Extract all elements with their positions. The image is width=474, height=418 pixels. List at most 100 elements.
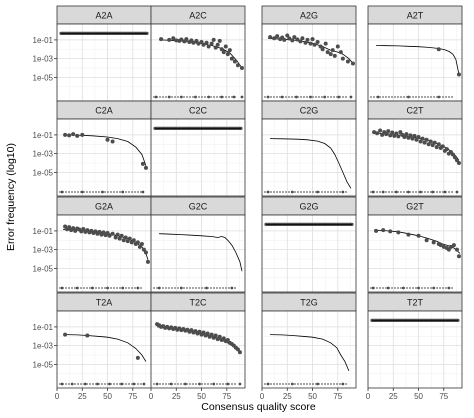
- zero-error-point: [120, 382, 124, 386]
- facet-a2g: A2G: [261, 5, 357, 102]
- y-tick-label: 1e-03: [33, 150, 54, 159]
- data-point: [121, 238, 126, 243]
- data-point: [105, 230, 110, 235]
- panel-border: [261, 214, 357, 293]
- data-point: [300, 36, 305, 41]
- data-point: [438, 243, 443, 248]
- zero-error-point: [419, 190, 422, 194]
- data-point: [375, 131, 380, 136]
- data-point: [143, 250, 148, 255]
- zero-error-point: [60, 382, 64, 386]
- zero-error-point: [437, 95, 441, 99]
- data-point: [80, 132, 85, 137]
- data-point: [451, 243, 456, 248]
- data-point: [398, 130, 403, 135]
- panel-border: [150, 118, 246, 197]
- y-tick-label: 1e-01: [33, 36, 54, 45]
- facet-t2g: T2G: [261, 292, 357, 389]
- y-tick-label: 1e-01: [33, 227, 54, 236]
- x-tick-label: 50: [414, 392, 423, 401]
- facet-grid: A2A 1e-01 1e-03 1e-05 A2C A2G A2T C2A 1e-01 1e-03…: [33, 5, 463, 389]
- data-point: [292, 35, 297, 40]
- facet-strip-label: G2C: [189, 202, 208, 212]
- facet-g2c: G2C: [150, 196, 246, 293]
- data-point: [63, 224, 68, 229]
- data-point: [115, 232, 120, 237]
- data-point: [67, 225, 72, 230]
- panel-grid: [150, 215, 245, 292]
- data-point: [328, 52, 333, 57]
- zero-error-point: [381, 190, 385, 194]
- zero-error-point: [455, 190, 459, 194]
- zero-error-point: [240, 95, 244, 99]
- panel-grid: [261, 24, 356, 101]
- data-point: [330, 48, 335, 53]
- panel-background: [57, 24, 151, 101]
- zero-error-point: [447, 286, 451, 290]
- data-point: [139, 242, 144, 247]
- facet-t2t: T2T: [367, 292, 463, 389]
- data-point: [81, 226, 86, 231]
- zero-error-point: [386, 286, 390, 290]
- zero-error-point: [309, 95, 312, 99]
- data-point: [335, 44, 340, 49]
- zero-error-point: [394, 190, 398, 194]
- facet-strip-label: A2A: [95, 11, 112, 21]
- x-tick-label: 75: [333, 392, 342, 401]
- zero-error-point: [226, 382, 230, 386]
- data-point: [225, 52, 230, 57]
- zero-error-point: [108, 382, 111, 386]
- facet-strip-label: G2T: [406, 202, 424, 212]
- data-point: [450, 152, 455, 157]
- data-point: [171, 36, 176, 41]
- data-point: [350, 61, 355, 66]
- panel-grid: [367, 119, 462, 196]
- zero-error-point: [60, 286, 64, 290]
- data-point: [237, 350, 242, 355]
- panel-background: [262, 311, 356, 388]
- data-point: [436, 142, 441, 147]
- facet-strip-label: A2G: [300, 11, 318, 21]
- facet-strip-label: G2A: [95, 202, 113, 212]
- x-tick-label: 50: [197, 392, 206, 401]
- trend-line: [270, 334, 350, 372]
- facet-strip-label: C2T: [406, 106, 424, 116]
- data-point: [107, 233, 112, 238]
- facet-a2c: A2C: [150, 5, 246, 102]
- data-point: [378, 128, 383, 133]
- data-point: [211, 37, 216, 42]
- zero-error-point: [371, 190, 375, 194]
- panel-border: [367, 214, 463, 293]
- x-tick-label: 75: [439, 392, 448, 401]
- data-point: [71, 132, 76, 137]
- facet-strip-label: G2G: [299, 202, 318, 212]
- trend-line: [65, 334, 147, 362]
- data-point: [285, 33, 290, 38]
- data-point: [71, 226, 76, 231]
- trend-line: [376, 45, 460, 75]
- data-point: [384, 132, 389, 137]
- data-point: [143, 165, 148, 170]
- data-point: [205, 331, 210, 336]
- data-point: [298, 39, 303, 44]
- data-point: [219, 47, 224, 52]
- y-tick-label: 1e-01: [33, 131, 54, 140]
- data-point: [268, 35, 273, 40]
- y-tick-label: 1e-05: [33, 73, 54, 82]
- y-tick-label: 1e-01: [33, 323, 54, 332]
- zero-error-point: [376, 95, 380, 99]
- data-point: [422, 140, 427, 145]
- facet-g2g: G2G: [261, 196, 357, 293]
- zero-error-point: [106, 286, 109, 290]
- x-tick-label: 0: [149, 392, 154, 401]
- data-point: [448, 244, 453, 249]
- facet-g2a: G2A 1e-01 1e-03 1e-05: [33, 196, 152, 293]
- facet-a2a: A2A 1e-01 1e-03 1e-05: [33, 5, 152, 102]
- data-point: [323, 41, 328, 46]
- panel-background: [368, 215, 462, 292]
- data-point: [434, 145, 439, 150]
- x-tick-label: 50: [308, 392, 317, 401]
- zero-error-point: [75, 286, 79, 290]
- zero-error-point: [341, 190, 345, 194]
- data-point: [110, 231, 115, 236]
